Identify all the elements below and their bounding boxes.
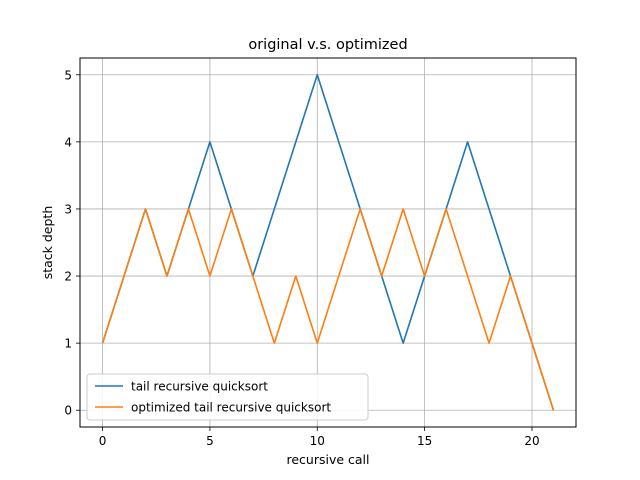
y-tick-label: 5: [64, 68, 72, 82]
plot-frame: [79, 57, 577, 428]
y-tick-label: 0: [64, 404, 72, 418]
axis-ticks: 0 5 10 15 20 0 1 2 3 4 5: [64, 68, 539, 448]
x-tick-label: 20: [524, 434, 539, 448]
y-tick-label: 4: [64, 135, 72, 149]
chart-title: original v.s. optimized: [248, 37, 407, 53]
legend-label-1: tail recursive quicksort: [131, 380, 268, 394]
y-tick-label: 2: [64, 270, 72, 284]
series-line-2: [101, 208, 555, 411]
x-axis-label: recursive call: [286, 452, 369, 467]
x-tick-label: 15: [417, 434, 432, 448]
x-tick-label: 0: [99, 434, 107, 448]
x-tick-label: 5: [206, 434, 214, 448]
y-tick-label: 1: [64, 337, 72, 351]
x-tick-label: 10: [310, 434, 325, 448]
legend-label-2: optimized tail recursive quicksort: [131, 401, 331, 415]
y-tick-label: 3: [64, 202, 72, 216]
grid-lines: [80, 58, 576, 427]
series-layer: [101, 73, 555, 411]
legend-box: [86, 373, 369, 421]
legend: tail recursive quicksort optimized tail r…: [86, 373, 369, 421]
y-axis-label: stack depth: [40, 206, 55, 280]
